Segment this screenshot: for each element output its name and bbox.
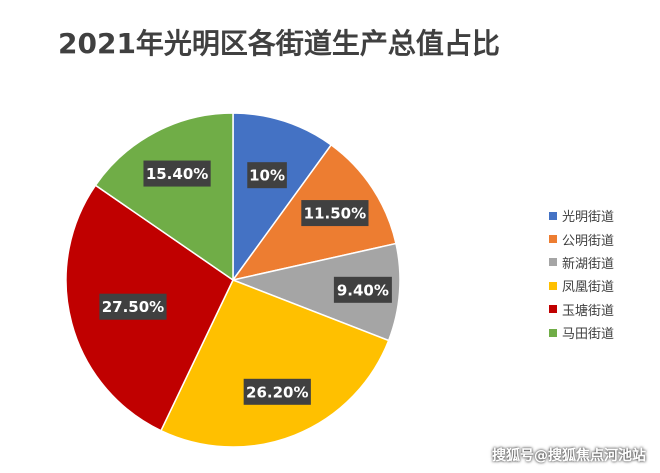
pie-slice-matian xyxy=(94,112,234,282)
legend-swatch xyxy=(549,258,557,267)
legend-label: 公明街道 xyxy=(562,233,615,249)
data-label-box xyxy=(99,293,167,320)
legend-swatch xyxy=(549,211,557,220)
legend-swatch xyxy=(549,235,557,244)
data-label-box xyxy=(301,200,369,227)
legend-label: 凤凰街道 xyxy=(562,280,615,296)
data-label-box xyxy=(247,162,287,189)
legend-swatch xyxy=(549,328,557,337)
data-label-gongming: 11.50% xyxy=(301,200,369,227)
legend-item-matian: 马田街道 xyxy=(549,321,614,344)
legend-label: 玉塘街道 xyxy=(562,303,615,319)
legend-label: 光明街道 xyxy=(562,210,615,226)
legend-item-guangming: 光明街道 xyxy=(549,204,614,227)
pie-slice-fenghuang xyxy=(159,279,390,448)
data-label-matian: 15.40% xyxy=(143,160,211,187)
watermark: 搜狐号@搜狐焦点河池站 xyxy=(492,448,646,464)
data-label-text: 26.20% xyxy=(246,383,308,401)
data-label-box xyxy=(333,276,392,303)
data-label-yutang: 27.50% xyxy=(99,293,167,320)
data-label-box xyxy=(143,160,211,187)
data-label-text: 15.40% xyxy=(146,165,208,183)
legend-item-yutang: 玉塘街道 xyxy=(549,298,614,321)
data-label-fenghuang: 26.20% xyxy=(243,378,311,405)
data-label-box xyxy=(243,378,311,405)
data-label-text: 11.50% xyxy=(304,205,366,223)
chart-legend: 光明街道公明街道新湖街道凤凰街道玉塘街道马田街道 xyxy=(549,204,614,344)
legend-swatch xyxy=(549,305,557,314)
data-label-text: 27.50% xyxy=(102,298,164,316)
legend-item-fenghuang: 凤凰街道 xyxy=(549,274,614,297)
chart-title: 2021年光明区各街道生产总值占比 xyxy=(58,27,500,60)
pie-slice-guangming xyxy=(232,112,333,283)
legend-label: 新湖街道 xyxy=(562,256,615,272)
pie-slice-xinhu xyxy=(230,242,401,342)
legend-item-xinhu: 新湖街道 xyxy=(549,251,614,274)
legend-swatch xyxy=(549,281,557,290)
data-label-xinhu: 9.40% xyxy=(333,276,392,303)
legend-item-gongming: 公明街道 xyxy=(549,227,614,250)
legend-label: 马田街道 xyxy=(562,327,615,343)
data-label-text: 10% xyxy=(249,167,285,185)
data-label-guangming: 10% xyxy=(247,162,287,189)
data-label-text: 9.40% xyxy=(337,281,389,299)
